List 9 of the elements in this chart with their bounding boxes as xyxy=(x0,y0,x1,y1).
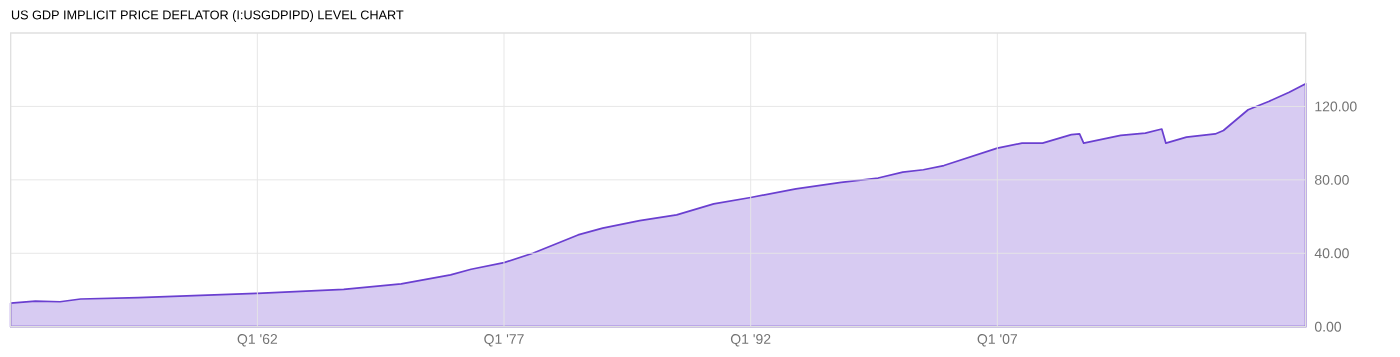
x-tick-label: Q1 '92 xyxy=(730,334,771,347)
chart-title: US GDP IMPLICIT PRICE DEFLATOR (I:USGDPIPD) LEVEL CHART xyxy=(11,10,404,22)
x-tick-label: Q1 '77 xyxy=(484,334,524,347)
x-tick-label: Q1 '62 xyxy=(237,334,278,347)
y-tick-label: 40.00 xyxy=(1314,248,1349,259)
y-tick-label: 0.00 xyxy=(1314,321,1342,332)
x-tick-label: Q1 '07 xyxy=(977,334,1018,347)
y-tick-label: 80.00 xyxy=(1314,174,1349,185)
y-tick-label: 120.00 xyxy=(1315,101,1357,112)
